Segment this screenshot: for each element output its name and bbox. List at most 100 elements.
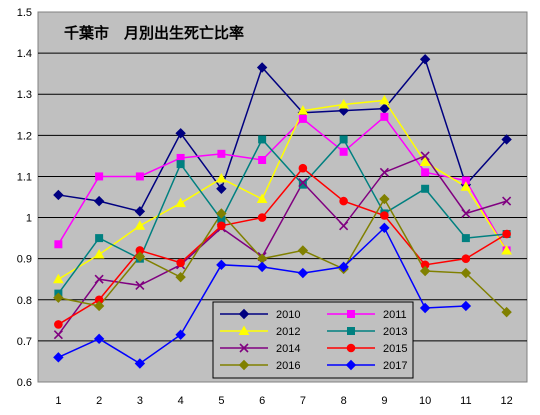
legend: 2010 2011 2012 2013 2014 2015 2016 2017 [212,301,414,379]
data-point-2014 [339,221,349,231]
data-point-2016 [297,245,309,256]
data-point-2014 [298,178,308,188]
series-line-2011 [57,115,508,251]
x-tick-label: 10 [419,395,431,407]
y-tick-label: 1.5 [17,7,32,19]
data-point-2012 [379,94,390,105]
legend-label: 2015 [383,343,407,355]
y-tick-label: 1.2 [17,130,32,142]
y-tick-label: 0.6 [17,377,32,389]
data-point-2010 [419,54,431,65]
data-point-2015 [339,196,348,206]
data-point-2016 [175,271,186,283]
data-point-2014 [420,151,430,161]
y-tick-label: 0.7 [17,336,32,348]
data-point-2016 [134,251,146,262]
data-point-2017 [297,267,309,279]
legend-marker [347,310,355,318]
data-point-2014 [379,167,389,177]
data-point-2017 [175,329,186,340]
series-line-2015 [57,167,508,326]
data-point-2015 [257,213,267,222]
data-point-2010 [256,62,268,73]
x-tick-label: 12 [501,395,513,407]
data-point-2016 [501,306,512,318]
data-point-2015 [54,320,63,329]
legend-label: 2012 [276,326,300,338]
x-tick-label: 6 [259,395,265,407]
data-point-2017 [379,222,390,234]
data-point-2014 [502,196,512,206]
data-point-2016 [93,300,105,312]
legend-label: 2010 [276,309,300,321]
x-tick-label: 4 [178,395,184,407]
data-point-2012 [53,273,64,284]
y-axis-ticks: 0.6 0.7 0.8 0.9 1 1.1 1.2 1.3 1.4 1.5 [17,7,32,389]
data-point-2016 [460,267,472,279]
data-point-2012 [175,197,186,208]
data-point-2011 [421,168,430,177]
legend-marker [347,327,355,335]
data-point-2013 [176,160,185,169]
data-point-2013 [95,234,104,243]
data-point-2011 [135,172,144,181]
data-point-2013 [421,184,430,193]
data-point-2017 [53,352,64,363]
data-point-2010 [93,195,105,207]
x-tick-label: 1 [55,395,61,407]
data-point-2010 [216,183,227,194]
series-line-2016 [58,197,508,313]
legend-item-2017: 2017 [327,359,407,372]
data-point-2017 [460,300,472,312]
legend-marker [345,359,357,371]
legend-item-2013: 2013 [327,326,407,338]
series-lines [57,57,508,365]
data-point-2013 [258,135,267,144]
data-point-2012 [297,105,309,115]
data-point-2014 [53,330,63,340]
legend-label: 2011 [383,309,407,321]
data-point-2015 [502,229,511,239]
data-point-2015 [217,221,226,231]
x-tick-label: 11 [460,395,471,407]
data-point-2017 [338,261,349,273]
series-line-2013 [57,138,507,295]
data-point-2017 [256,261,268,273]
data-point-2011 [339,147,348,156]
y-tick-label: 1.1 [17,171,32,183]
data-point-2016 [53,292,64,303]
data-point-2014 [461,208,471,219]
x-tick-label: 8 [341,395,347,407]
data-point-2015 [176,258,185,268]
x-tick-label: 3 [137,395,143,407]
legend-item-2012: 2012 [220,325,300,338]
data-point-2013 [339,135,348,144]
data-point-2011 [54,240,63,249]
data-point-2013 [461,234,470,243]
data-point-2015 [380,211,389,220]
legend-marker [346,343,356,353]
legend-label: 2017 [383,360,407,372]
data-point-2012 [93,249,105,259]
y-tick-label: 0.9 [17,254,32,266]
data-point-2012 [460,181,472,191]
legend-item-2016: 2016 [220,359,300,372]
legend-item-2010: 2010 [220,308,300,321]
y-tick-label: 1.4 [17,48,32,60]
legend-item-2015: 2015 [327,343,407,355]
data-point-2016 [379,193,390,205]
data-point-2017 [93,333,105,345]
data-point-2017 [134,358,146,369]
data-point-2012 [338,98,349,109]
data-point-2017 [216,259,227,271]
data-point-2011 [95,172,104,181]
series-points-2014 [53,151,512,340]
x-tick-label: 7 [300,395,306,407]
data-point-2017 [419,302,431,314]
series-points-2011 [54,112,511,255]
data-point-2016 [216,208,227,219]
data-point-2011 [258,156,267,164]
legend-label: 2013 [383,326,407,338]
legend-item-2011: 2011 [327,309,407,321]
series-markers [53,54,512,369]
